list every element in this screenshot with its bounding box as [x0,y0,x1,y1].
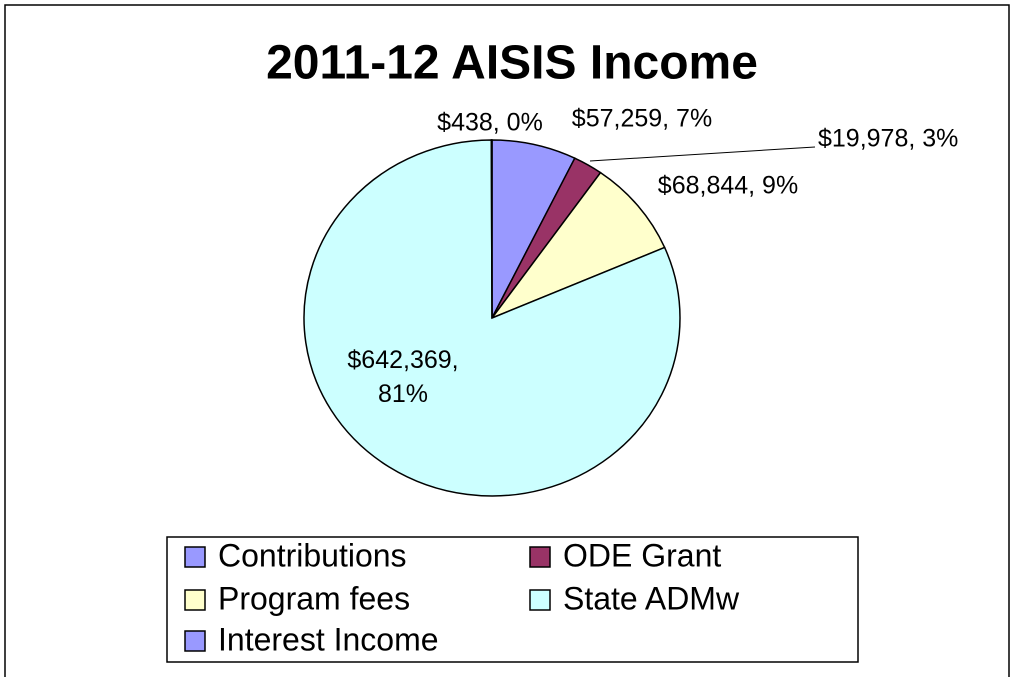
legend-swatch [184,546,206,568]
legend-label: ODE Grant [563,537,721,573]
legend-swatch [529,589,551,611]
chart-title: 2011-12 AISIS Income [266,37,758,90]
legend-swatch [184,630,206,652]
pie-slice [489,171,666,320]
legend-label: Contributions [218,537,407,573]
legend-swatch [184,589,206,611]
data-label: $642,369, 81% [347,346,458,408]
legend-swatch [529,546,551,568]
data-label: $438, 0% [437,109,543,137]
legend-box [166,536,859,663]
data-label: $57,259, 7% [572,105,712,133]
data-label: $68,844, 9% [658,172,798,200]
data-label: $19,978, 3% [818,125,958,153]
legend-label: Interest Income [218,621,439,657]
leader-line [589,146,816,162]
legend-label: State ADMw [563,580,740,616]
pie-slice [490,139,493,319]
legend-label: Program fees [218,580,410,616]
